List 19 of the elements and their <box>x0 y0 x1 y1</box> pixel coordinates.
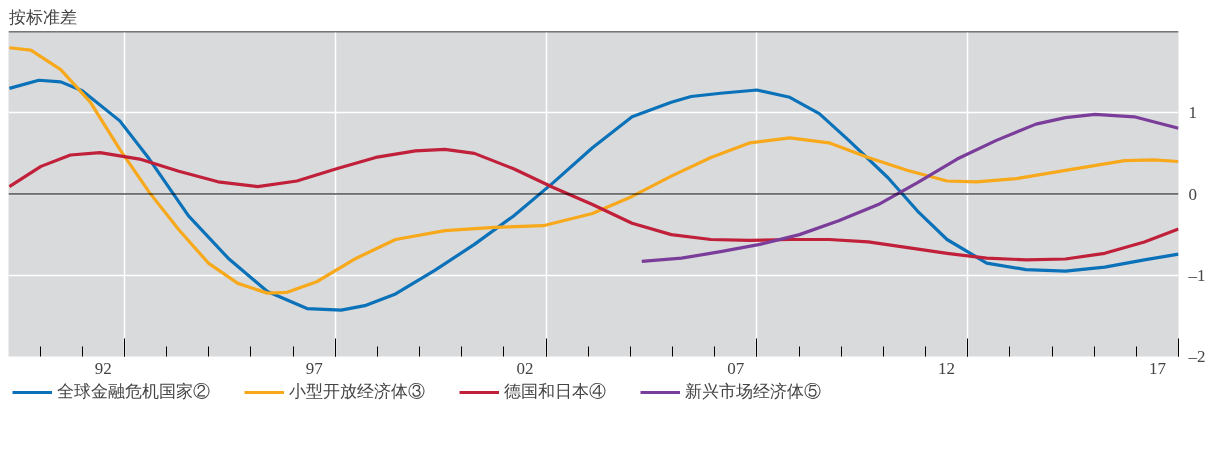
x-tick-label: 17 <box>1148 358 1167 378</box>
line-series <box>640 112 1179 264</box>
y-tick-label: 1 <box>1188 103 1197 123</box>
legend-label: 德国和日本④ <box>504 381 606 403</box>
line-series <box>8 46 1179 295</box>
legend-label: 新兴市场经济体⑤ <box>685 381 821 403</box>
legend-label: 全球金融危机国家② <box>57 381 210 403</box>
x-tick-label: 92 <box>94 358 112 378</box>
y-axis-title: 按标准差 <box>8 7 77 27</box>
y-tick-label: –2 <box>1187 347 1206 366</box>
x-tick-label: 02 <box>516 358 534 378</box>
y-tick-label: 0 <box>1188 184 1197 204</box>
x-tick-label: 97 <box>305 358 324 378</box>
x-tick-label: 12 <box>938 358 956 378</box>
x-tick-label: 07 <box>727 358 745 378</box>
legend-label: 小型开放经济体③ <box>289 381 425 403</box>
line-series <box>8 147 1179 262</box>
y-tick-label: –1 <box>1187 265 1206 285</box>
line-series <box>8 78 1179 312</box>
